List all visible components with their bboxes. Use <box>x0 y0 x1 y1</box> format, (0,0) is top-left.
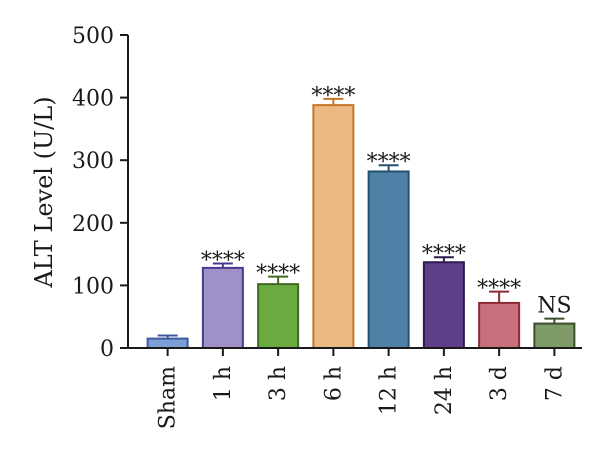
x-category-label: 24 h <box>432 366 457 415</box>
bar-7d <box>533 322 576 349</box>
bars-group: **** **** **** **** **** **** NS <box>146 84 576 350</box>
bar-1h <box>201 266 244 350</box>
y-tick-label: 400 <box>72 87 114 112</box>
significance-label: **** <box>477 277 521 302</box>
y-tick-label: 300 <box>72 149 114 174</box>
x-category-label: 3 h <box>266 366 291 401</box>
bar-12h <box>367 170 410 349</box>
bar-sham <box>146 337 189 349</box>
x-category-label: 12 h <box>377 366 402 415</box>
y-axis-label: ALT Level (U/L) <box>30 96 58 288</box>
y-tick-label: 0 <box>100 337 114 362</box>
bar-3h <box>257 283 300 350</box>
bar-24h <box>422 261 465 350</box>
y-tick-label: 200 <box>72 212 114 237</box>
significance-label: NS <box>537 294 571 319</box>
x-category-label: Sham <box>156 366 181 429</box>
x-category-label: 7 d <box>542 366 567 401</box>
significance-label: **** <box>422 242 466 267</box>
bar-3d <box>478 301 521 350</box>
y-tick-label: 500 <box>72 24 114 49</box>
bar-6h <box>312 104 355 349</box>
significance-label: **** <box>201 248 245 273</box>
significance-label: **** <box>311 84 355 109</box>
y-tick-label: 100 <box>72 274 114 299</box>
significance-label: **** <box>367 150 411 175</box>
significance-label: **** <box>256 262 300 287</box>
x-category-label: 6 h <box>321 366 346 401</box>
x-category-label: 3 d <box>487 366 512 401</box>
x-category-label: 1 h <box>211 366 236 401</box>
x-axis: Sham 1 h 3 h 6 h 12 h 24 h 3 d 7 d <box>128 347 582 429</box>
y-axis: 0 100 200 300 400 500 <box>72 24 129 362</box>
